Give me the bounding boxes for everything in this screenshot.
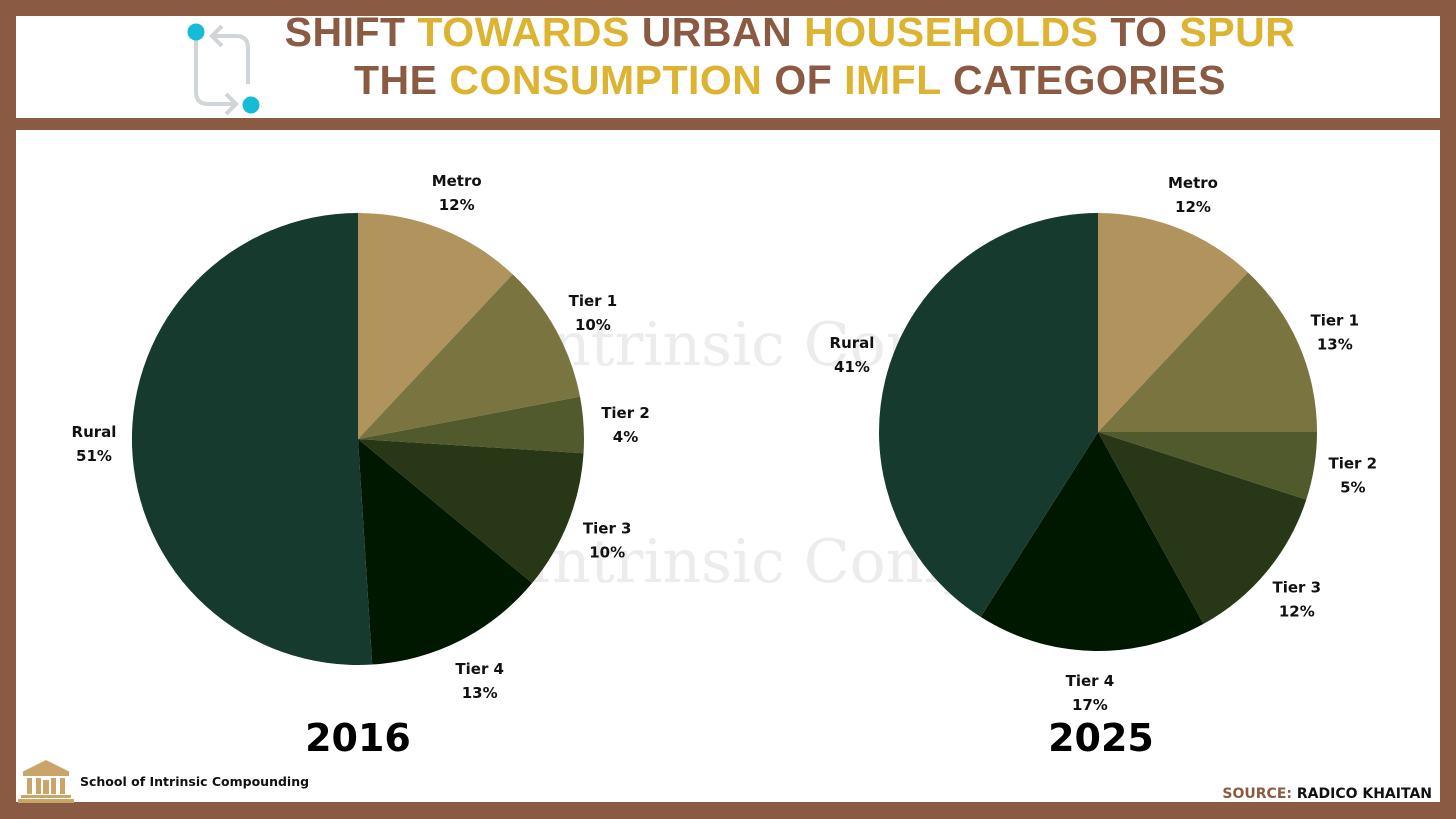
slice-label-rural: Rural: [72, 423, 117, 441]
pie-slice-2016-tier-1: [358, 274, 580, 439]
slice-label-tier-3: Tier 3: [1272, 579, 1321, 597]
slice-label-tier-4: Tier 4: [1066, 672, 1115, 690]
slice-value-tier-4: 13%: [462, 684, 498, 702]
slice-label-tier-4: Tier 4: [455, 660, 504, 678]
pie-slice-2025-tier-3: [1098, 432, 1307, 624]
brand-name: School of Intrinsic Compounding: [80, 773, 310, 789]
page-title: SHIFT TOWARDS URBAN HOUSEHOLDS TO SPUR T…: [240, 8, 1340, 104]
slice-label-tier-3: Tier 3: [583, 520, 632, 538]
pie-slice-2016-tier-3: [358, 439, 584, 584]
pie-slice-2025-metro: [1098, 213, 1248, 432]
source-value: RADICO KHAITAN: [1296, 786, 1432, 802]
title-word: TOWARDS: [417, 9, 642, 55]
pie-slice-2016-metro: [358, 213, 513, 439]
pie-slice-2016-tier-4: [358, 439, 533, 665]
pie-slice-2025-tier-4: [980, 432, 1204, 652]
slice-value-tier-1: 13%: [1317, 336, 1353, 354]
brand-footer: School of Intrinsic Compounding: [18, 758, 309, 804]
slice-label-metro: Metro: [1168, 174, 1218, 192]
slice-label-tier-2: Tier 2: [601, 404, 650, 422]
slice-label-tier-1: Tier 1: [1310, 312, 1359, 330]
pie-slice-2025-tier-2: [1098, 432, 1317, 500]
slice-label-tier-2: Tier 2: [1328, 454, 1377, 472]
slice-value-tier-1: 10%: [575, 316, 611, 334]
pie-slice-2025-rural: [878, 213, 1098, 617]
title-word: CATEGORIES: [952, 57, 1226, 103]
source-credit: SOURCE: RADICO KHAITAN: [1222, 786, 1432, 802]
title-word: OF: [774, 57, 845, 103]
institution-building-icon: [18, 760, 74, 803]
slice-value-tier-2: 4%: [613, 428, 638, 446]
source-label: SOURCE:: [1222, 786, 1292, 802]
swap-arrows-icon: [187, 23, 260, 116]
pie-chart-2016: Metro 12% Tier 1 10% Tier 2 4% Tier 3 10% Tier 4…: [72, 172, 650, 702]
title-word: IMFL: [844, 57, 953, 103]
slice-label-tier-1: Tier 1: [569, 292, 618, 310]
slice-label-rural: Rural: [830, 334, 875, 352]
pie-slice-2025-tier-1: [1098, 272, 1317, 432]
pie-slice-2016-rural: [131, 213, 373, 665]
title-word: TO: [1110, 9, 1180, 55]
title-word: HOUSEHOLDS: [804, 9, 1111, 55]
slice-value-tier-3: 12%: [1279, 603, 1315, 621]
title-word: SPUR: [1179, 9, 1296, 55]
slice-value-rural: 41%: [834, 358, 870, 376]
slice-value-tier-3: 10%: [589, 544, 625, 562]
title-line-2: THE CONSUMPTION OF IMFL CATEGORIES: [240, 56, 1340, 104]
slice-label-metro: Metro: [432, 172, 482, 190]
title-word: CONSUMPTION: [449, 57, 775, 103]
slice-value-tier-4: 17%: [1072, 696, 1108, 714]
slice-value-tier-2: 5%: [1340, 478, 1365, 496]
pie-title-2016: 2016: [305, 716, 411, 760]
title-word: URBAN: [641, 9, 805, 55]
pie-title-2025: 2025: [1048, 716, 1154, 760]
pie-slice-2016-tier-2: [358, 396, 584, 454]
title-word: SHIFT: [284, 9, 418, 55]
slice-value-metro: 12%: [439, 196, 475, 214]
title-line-1: SHIFT TOWARDS URBAN HOUSEHOLDS TO SPUR: [240, 8, 1340, 56]
title-word: THE: [354, 57, 450, 103]
pie-chart-2025: Metro 12% Tier 1 13% Tier 2 5% Tier 3 12% Tier 4…: [830, 174, 1378, 714]
slice-value-metro: 12%: [1175, 198, 1211, 216]
slice-value-rural: 51%: [76, 447, 112, 465]
